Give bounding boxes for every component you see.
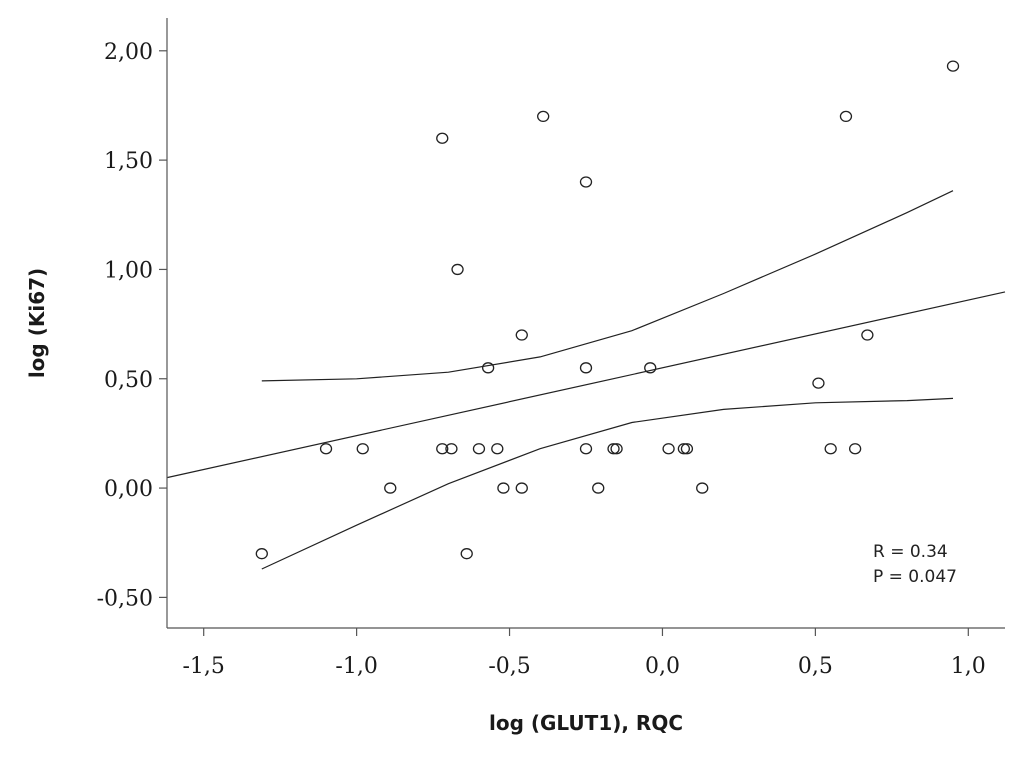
scatter-point: [644, 362, 657, 374]
scatter-point: [662, 443, 675, 455]
y-tick-label: 1,50: [104, 149, 153, 174]
y-tick-label: 0,50: [104, 368, 153, 393]
x-axis-ticks: -1,5 -1,0 -0,5 0,0 0,5 1,0: [182, 628, 986, 679]
y-axis-ticks: -0,50 0,00 0,50 1,00 1,50 2,00: [97, 40, 167, 611]
scatter-point: [356, 443, 369, 455]
regression-line: [166, 291, 1006, 479]
scatter-point: [579, 362, 593, 374]
scatter-point: [677, 443, 691, 455]
scatter-point: [481, 362, 495, 374]
scatter-point: [848, 443, 862, 455]
p-value-label: P = 0.047: [873, 567, 957, 587]
scatter-point: [696, 482, 709, 494]
scatter-point: [445, 443, 458, 455]
y-tick-label: 1,00: [104, 258, 153, 283]
confidence-upper-curve: [261, 190, 954, 382]
x-tick-label: 0,0: [645, 654, 680, 679]
scatter-point: [515, 482, 528, 494]
y-tick-label: -0,50: [97, 586, 153, 611]
scatter-point: [839, 110, 853, 123]
scatter-point: [319, 443, 333, 455]
x-tick-label: -1,0: [335, 654, 377, 679]
scatter-point: [497, 482, 510, 494]
scatter-point: [451, 263, 464, 276]
scatter-point: [579, 176, 593, 188]
scatter-point: [610, 443, 623, 455]
scatter-point: [255, 548, 268, 560]
scatter-point: [579, 443, 593, 455]
scatter-point: [680, 443, 694, 455]
scatter-point: [491, 443, 504, 455]
confidence-lower-curve: [261, 397, 954, 570]
scatter-point: [607, 443, 620, 455]
scatter-point: [460, 548, 473, 560]
y-tick-label: 0,00: [104, 477, 153, 502]
x-tick-label: 0,5: [798, 654, 833, 679]
scatter-point: [592, 482, 605, 494]
scatter-point: [861, 329, 874, 341]
scatter-point: [436, 443, 449, 455]
scatter-point: [436, 132, 449, 144]
scatter-point: [384, 482, 397, 494]
y-axis-title: log (Ki67): [25, 268, 49, 378]
scatter-point: [472, 443, 486, 455]
scatter-point: [812, 377, 825, 389]
scatter-point: [824, 443, 837, 455]
plot-area: [166, 60, 1006, 570]
x-axis-title: log (GLUT1), RQC: [489, 711, 683, 735]
scatter-point: [946, 60, 960, 72]
x-tick-label: 1,0: [951, 654, 986, 679]
y-tick-label: 2,00: [104, 40, 153, 65]
scatter-point: [537, 110, 550, 123]
x-tick-label: -1,5: [182, 654, 224, 679]
x-tick-label: -0,5: [488, 654, 530, 679]
r-value-label: R = 0.34: [873, 542, 948, 562]
scatter-point: [515, 329, 528, 341]
